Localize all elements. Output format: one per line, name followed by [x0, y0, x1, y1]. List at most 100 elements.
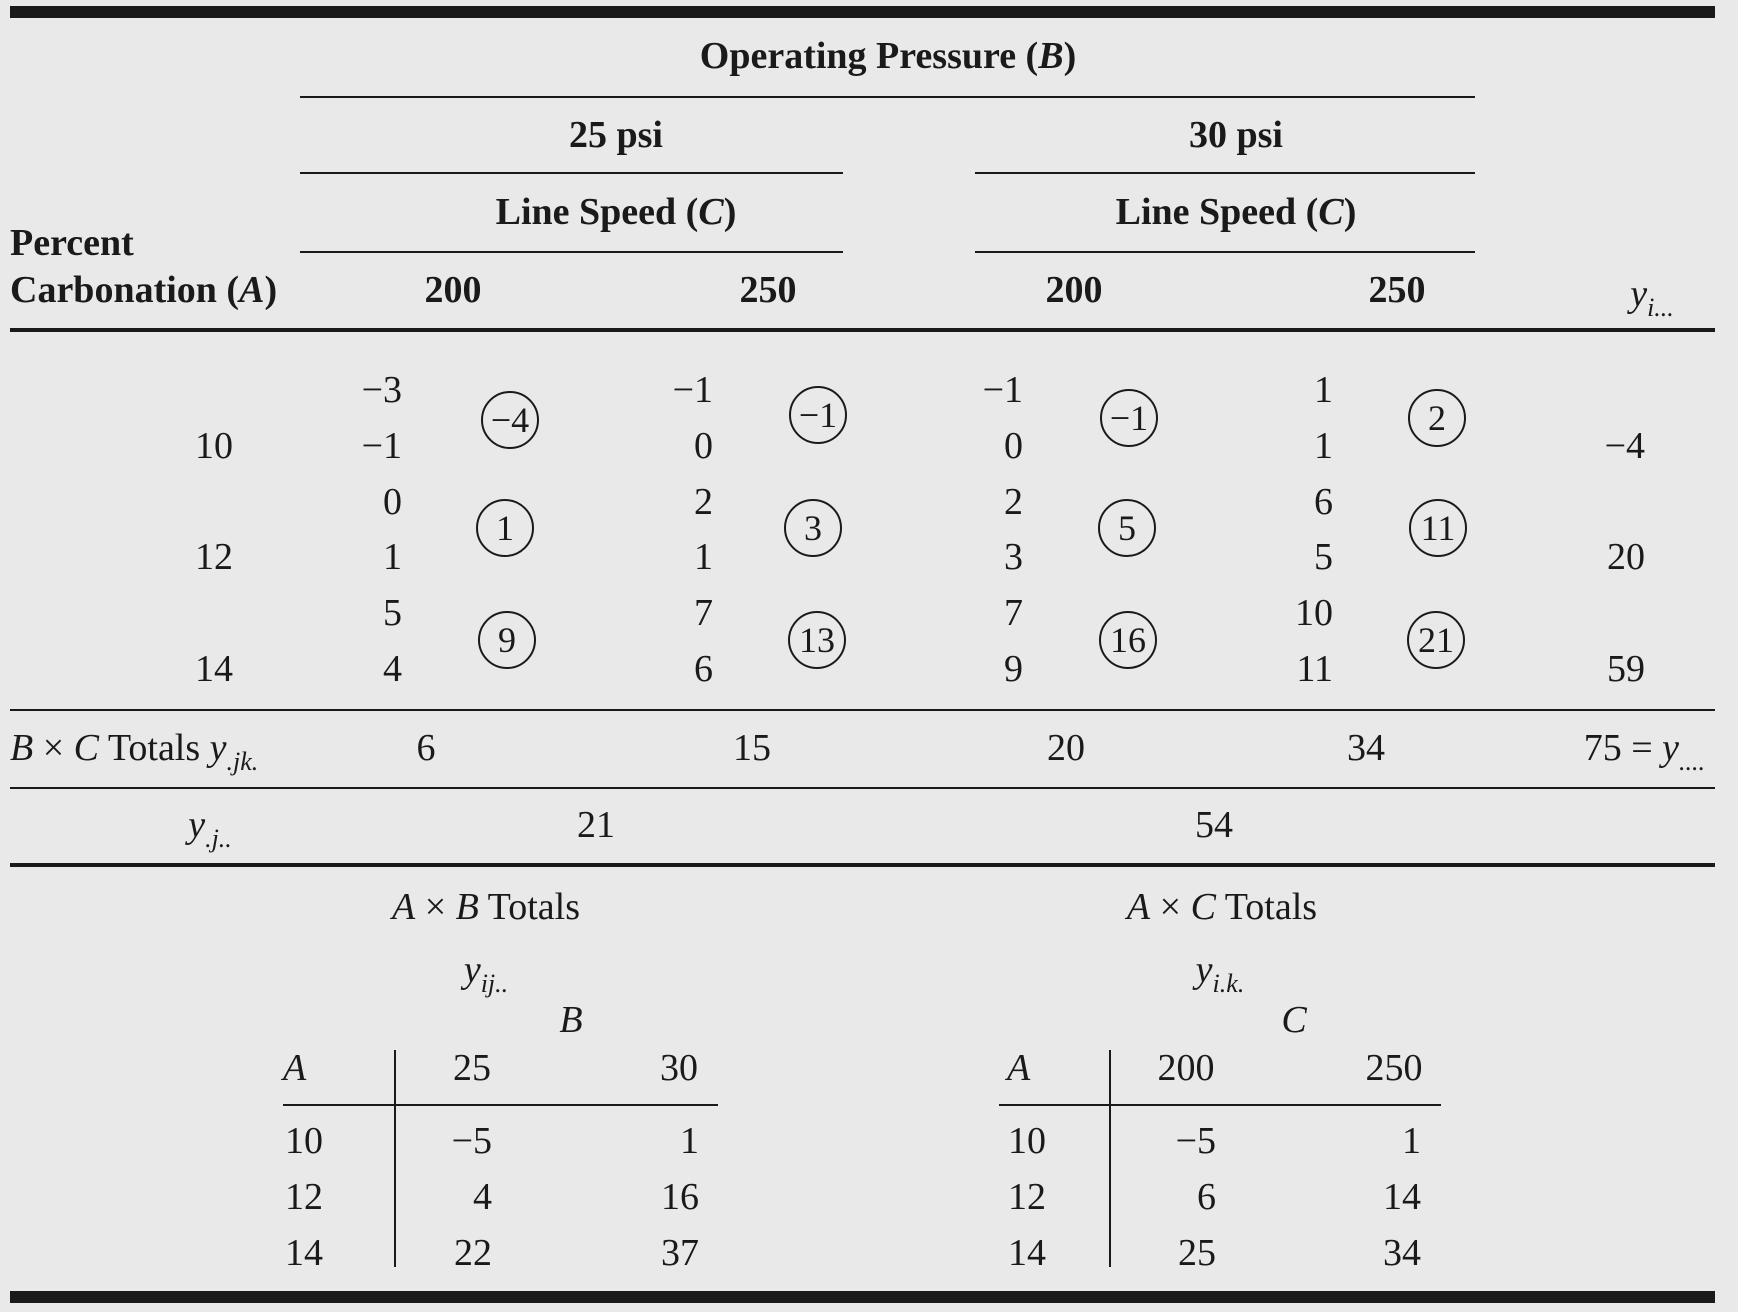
ab-row-level: 14 [285, 1232, 323, 1274]
cell-sum-circle: 11 [1409, 499, 1467, 557]
bc-bottom-rule [10, 787, 1715, 789]
line-speed-header-25: Line Speed (C) [495, 191, 737, 233]
speed-rule-30 [975, 172, 1475, 174]
observation: −1 [672, 369, 713, 411]
observation: 7 [694, 592, 713, 634]
level-rule-30 [975, 251, 1475, 253]
observation: 6 [694, 648, 713, 690]
carbonation-label: Carbonation (A) [10, 269, 278, 311]
pressure-rule [300, 96, 1475, 98]
speed-rule-25 [300, 172, 843, 174]
observation: 0 [1004, 425, 1023, 467]
row-level-10: 10 [195, 425, 233, 467]
ac-table-row-factor: A [1007, 1047, 1031, 1089]
ac-header-rule [999, 1104, 1441, 1106]
cell-sum-circle: 1 [476, 499, 534, 557]
observation: 5 [1314, 536, 1333, 578]
ab-header-rule [283, 1104, 718, 1106]
ab-row-level: 12 [285, 1176, 323, 1218]
observation: −3 [361, 369, 402, 411]
yi-total-label: yi... [1630, 273, 1674, 322]
row-total-12: 20 [1607, 536, 1645, 578]
bottom-rule [10, 1291, 1715, 1303]
ac-row-level: 10 [1008, 1120, 1046, 1162]
speed-level-3: 200 [1045, 269, 1103, 311]
observation: 2 [694, 481, 713, 523]
ac-cell: 1 [1402, 1120, 1421, 1162]
bc-total: 34 [1347, 727, 1385, 769]
speed-level-4: 250 [1368, 269, 1426, 311]
percent-label: Percent [10, 222, 134, 264]
observation: 1 [383, 536, 402, 578]
ac-cell: −5 [1175, 1120, 1216, 1162]
yj-bottom-rule [10, 863, 1715, 867]
observation: 0 [383, 481, 402, 523]
ac-cell: 14 [1383, 1176, 1421, 1218]
row-total-14: 59 [1607, 648, 1645, 690]
ac-col-header: 200 [1157, 1047, 1215, 1089]
cell-sum-circle: 9 [478, 611, 536, 669]
observation: 7 [1004, 592, 1023, 634]
observation: 5 [383, 592, 402, 634]
row-level-12: 12 [195, 536, 233, 578]
pressure-level-25: 25 psi [569, 114, 663, 156]
observation: 3 [1004, 536, 1023, 578]
bc-total: 15 [733, 727, 771, 769]
ab-table-factor: B [559, 999, 583, 1041]
ac-cell: 34 [1383, 1232, 1421, 1274]
ab-table-symbol: yij.. [463, 949, 509, 998]
observation: 2 [1004, 481, 1023, 523]
observation: −1 [982, 369, 1023, 411]
bc-total: 20 [1047, 727, 1085, 769]
ab-cell: 16 [661, 1176, 699, 1218]
ac-cell: 6 [1197, 1176, 1216, 1218]
bc-totals-label: B × C Totals y.jk. [10, 727, 259, 776]
cell-sum-circle: 13 [788, 611, 846, 669]
ab-cell: 1 [680, 1120, 699, 1162]
grand-total: 75 = y.... [1583, 727, 1705, 776]
ac-row-level: 12 [1008, 1176, 1046, 1218]
yj-total: 21 [577, 804, 615, 846]
pressure-level-30: 30 psi [1189, 114, 1283, 156]
observation: 1 [1314, 425, 1333, 467]
ac-table-symbol: yi.k. [1195, 949, 1245, 998]
ab-vertical-rule [394, 1050, 396, 1267]
observation: 0 [694, 425, 713, 467]
cell-sum-circle: −1 [789, 386, 847, 444]
cell-sum-circle: 5 [1098, 499, 1156, 557]
ab-table-title: A × B Totals [391, 886, 581, 928]
cell-sum-circle: 3 [784, 499, 842, 557]
ab-col-header: 25 [453, 1047, 491, 1089]
ab-cell: 22 [454, 1232, 492, 1274]
ac-cell: 25 [1178, 1232, 1216, 1274]
observation: 9 [1004, 648, 1023, 690]
observation: −1 [361, 425, 402, 467]
cell-sum-circle: −1 [1100, 389, 1158, 447]
ac-row-level: 14 [1008, 1232, 1046, 1274]
speed-level-1: 200 [424, 269, 482, 311]
observation: 1 [1314, 369, 1333, 411]
cell-sum-circle: 21 [1407, 611, 1465, 669]
ac-col-header: 250 [1365, 1047, 1423, 1089]
operating-pressure-header: Operating Pressure (B) [699, 35, 1077, 77]
ac-table-factor: C [1281, 999, 1307, 1041]
speed-level-2: 250 [739, 269, 797, 311]
cell-sum-circle: 2 [1408, 389, 1466, 447]
yj-totals-label: y.j.. [188, 804, 232, 853]
header-bottom-rule [10, 328, 1715, 332]
ab-col-header: 30 [660, 1047, 698, 1089]
observation: 11 [1296, 648, 1333, 690]
ac-vertical-rule [1109, 1050, 1111, 1267]
observation: 1 [694, 536, 713, 578]
observation: 4 [383, 648, 402, 690]
yj-total: 54 [1195, 804, 1233, 846]
level-rule-25 [300, 251, 843, 253]
ab-row-level: 10 [285, 1120, 323, 1162]
observation: 10 [1295, 592, 1333, 634]
observation: 6 [1314, 481, 1333, 523]
row-level-14: 14 [195, 648, 233, 690]
bc-total: 6 [416, 727, 436, 769]
ab-cell: −5 [451, 1120, 492, 1162]
top-rule [10, 6, 1715, 18]
